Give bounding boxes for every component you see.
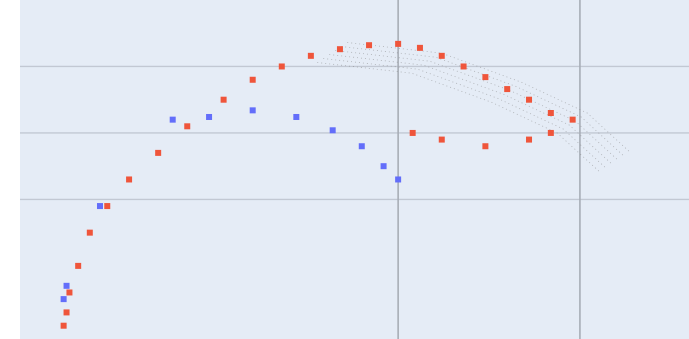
point-s1-1 [63, 282, 70, 289]
point-s0-13 [336, 46, 343, 53]
point-s0-24 [409, 129, 416, 136]
point-s0-17 [438, 52, 445, 59]
point-s0-14 [366, 42, 373, 49]
plot-background [20, 0, 689, 339]
point-s0-16 [416, 44, 423, 51]
point-s0-1 [63, 309, 70, 316]
point-s1-9 [380, 163, 387, 170]
point-s0-9 [220, 96, 227, 103]
point-s0-25 [438, 136, 445, 143]
point-s0-6 [126, 176, 133, 183]
point-s1-4 [206, 113, 213, 120]
point-s0-10 [249, 76, 256, 83]
point-s0-8 [184, 123, 191, 130]
point-s1-3 [169, 116, 176, 123]
point-s1-8 [358, 143, 365, 150]
point-s0-2 [66, 289, 73, 296]
point-s0-3 [75, 262, 82, 269]
point-s0-22 [547, 110, 554, 116]
point-s0-12 [307, 52, 314, 59]
point-s0-19 [482, 74, 489, 81]
point-s0-11 [278, 63, 285, 70]
point-s1-5 [249, 107, 256, 114]
point-s0-21 [526, 96, 533, 103]
point-s0-27 [526, 136, 533, 143]
trace-line-5 [317, 62, 602, 174]
point-s0-18 [460, 63, 467, 70]
trace-line-1 [341, 46, 626, 158]
point-s0-20 [504, 86, 511, 93]
point-s0-23 [569, 116, 576, 123]
point-s1-7 [329, 127, 336, 134]
trace-line-3 [329, 54, 614, 166]
point-s1-2 [96, 203, 103, 210]
trace-line-0 [347, 42, 632, 154]
trace-line-4 [323, 58, 608, 170]
point-s0-26 [482, 143, 489, 150]
point-s0-0 [60, 322, 67, 329]
data-points [60, 40, 576, 329]
point-s1-10 [395, 176, 402, 183]
point-s1-6 [293, 113, 300, 120]
point-s0-15 [395, 40, 402, 47]
point-s1-0 [60, 296, 67, 303]
point-s0-7 [155, 149, 162, 156]
point-s0-28 [547, 129, 554, 136]
point-s0-5 [104, 203, 111, 210]
point-s0-4 [86, 229, 93, 236]
